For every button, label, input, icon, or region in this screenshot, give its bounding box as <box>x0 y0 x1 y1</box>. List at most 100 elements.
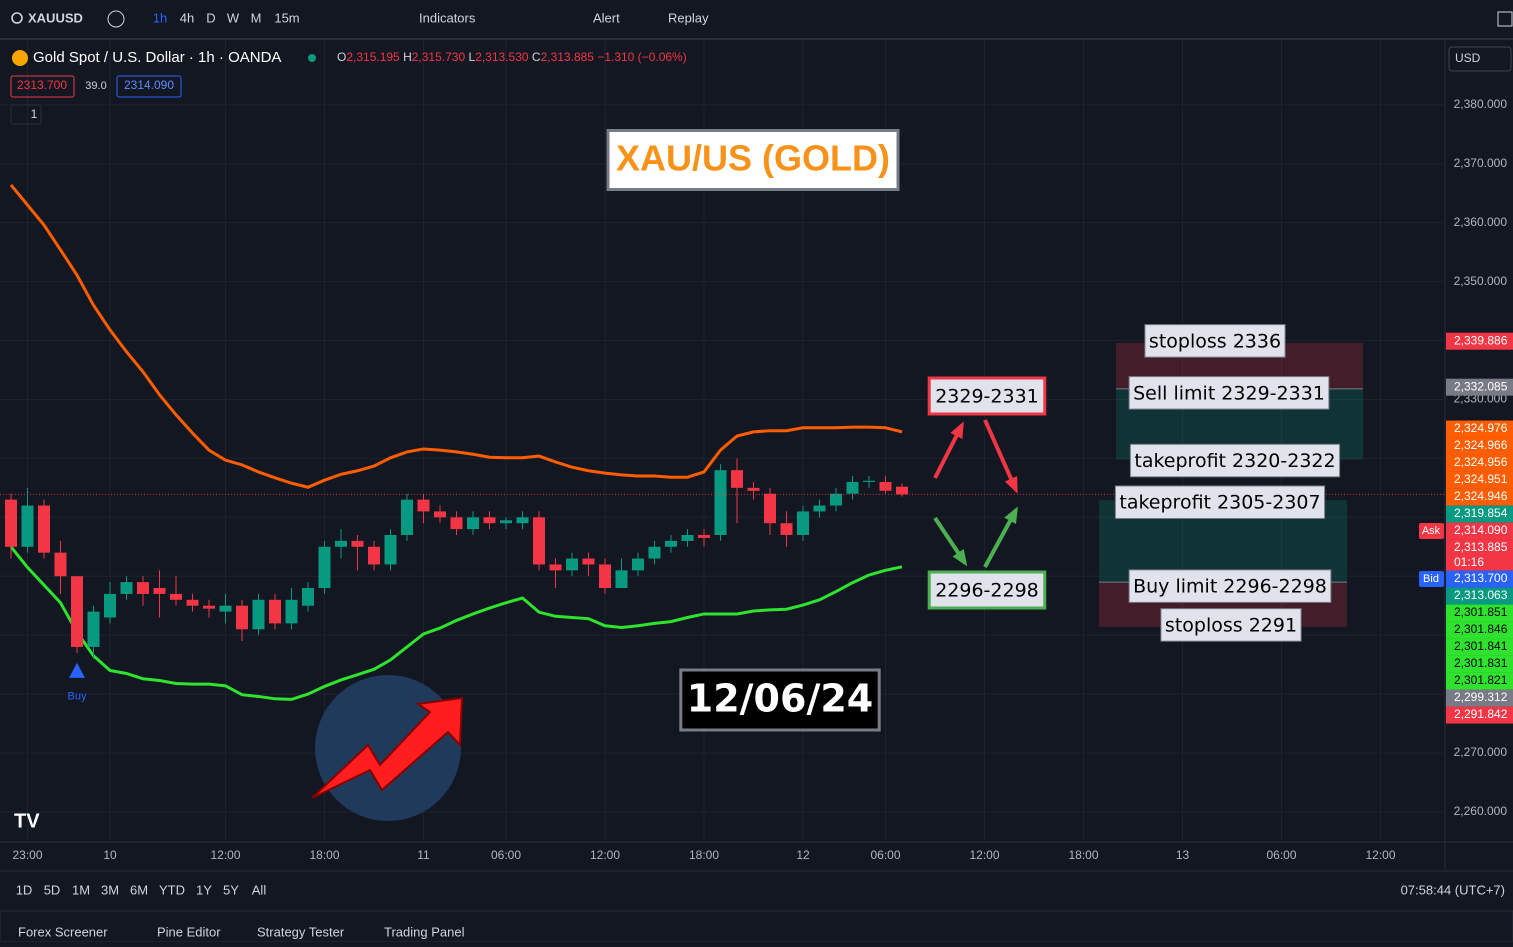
range-button[interactable]: All <box>252 882 267 897</box>
interval-button[interactable]: 1h <box>153 10 167 25</box>
range-button[interactable]: 1Y <box>196 882 212 897</box>
candle-body <box>21 505 34 547</box>
price-tag-label: 2,339.886 <box>1454 333 1508 347</box>
position-label-text: takeprofit 2320-2322 <box>1134 450 1335 472</box>
candle-body <box>285 599 298 624</box>
range-button[interactable]: 1D <box>16 882 33 897</box>
candle-body <box>896 486 908 495</box>
candle-body <box>533 517 545 565</box>
x-tick-label: 12 <box>796 848 810 862</box>
price-tag-prefix: Bid <box>1423 573 1439 585</box>
title-annotation: XAU/US (GOLD) <box>606 129 900 191</box>
indicator-toggle[interactable] <box>10 104 42 125</box>
currency[interactable]: USD <box>1455 51 1481 65</box>
sell-price[interactable]: 2313.700 <box>17 78 67 92</box>
ohlc-value: 2,315.730 <box>412 50 466 64</box>
candle-body <box>186 599 199 606</box>
compare-button[interactable] <box>107 10 125 28</box>
fullscreen-button[interactable] <box>1497 11 1513 27</box>
x-tick-label: 18:00 <box>1068 848 1098 862</box>
bottom-tab[interactable]: Forex Screener <box>18 924 108 939</box>
position-label-text: stoploss 2291 <box>1165 614 1297 636</box>
interval-button[interactable]: M <box>251 10 262 25</box>
price-tag-label: 2,332.085 <box>1454 379 1508 393</box>
candle-body <box>417 499 430 512</box>
price-tag-label: 2,313.063 <box>1454 588 1508 602</box>
price-tag-prefix-box <box>1419 523 1444 540</box>
candle-body <box>813 505 826 512</box>
alert-button[interactable]: Alert <box>593 10 620 25</box>
title-annotation-text: XAU/US (GOLD) <box>616 138 890 179</box>
zone-annotation-box <box>927 570 1047 610</box>
zone-annotation-box <box>927 376 1047 416</box>
price-countdown: 01:16 <box>1454 555 1484 569</box>
tab-bar <box>0 910 1513 943</box>
signal-label: Buy <box>68 691 87 703</box>
buy-price[interactable]: 2314.090 <box>124 78 174 92</box>
position-label-box <box>1128 376 1330 410</box>
price-tag-label: 2,301.841 <box>1454 639 1508 653</box>
candle-body <box>780 523 793 535</box>
interval-button[interactable]: 15m <box>274 10 299 25</box>
interval-button[interactable]: W <box>227 10 240 25</box>
ohlc-key: L <box>468 50 475 64</box>
buy-button[interactable] <box>116 75 182 98</box>
candle-body <box>500 520 512 524</box>
x-tick-label: 23:00 <box>12 848 42 862</box>
title-annotation-box <box>606 129 900 191</box>
sell-button[interactable] <box>10 75 75 98</box>
x-tick-label: 11 <box>417 848 430 862</box>
date-annotation-text: 12/06/24 <box>687 677 873 721</box>
price-tag <box>1446 378 1513 396</box>
x-tick-label: 06:00 <box>1266 848 1296 862</box>
symbol[interactable]: XAUUSD <box>28 10 83 25</box>
position-label-box <box>1128 569 1332 603</box>
position-label-box <box>1114 485 1326 519</box>
x-tick-label: 06:00 <box>491 848 521 862</box>
currency-select[interactable] <box>1448 46 1512 72</box>
indicators-button[interactable]: Indicators <box>419 10 476 25</box>
ohlc-key: C <box>532 50 541 64</box>
range-button[interactable]: 5Y <box>223 882 239 897</box>
bottom-tab[interactable]: Trading Panel <box>384 924 465 939</box>
interval-button[interactable]: D <box>206 10 215 25</box>
logo-circle <box>315 675 461 821</box>
range-button[interactable]: 3M <box>101 882 119 897</box>
band-line <box>9 545 903 701</box>
position-label: Buy limit 2296-2298 <box>1128 569 1332 603</box>
search-icon[interactable] <box>11 12 23 24</box>
date-annotation: 12/06/24 <box>679 668 881 732</box>
bottom-tab[interactable]: Strategy Tester <box>257 924 345 939</box>
range-button[interactable]: 1M <box>72 882 90 897</box>
band-line <box>9 184 903 489</box>
indicator-count[interactable]: 1 <box>31 107 38 121</box>
position-label-text: Buy limit 2296-2298 <box>1133 576 1327 598</box>
position-label-box <box>1129 443 1341 478</box>
candle-body <box>87 611 100 647</box>
range-button[interactable]: 6M <box>130 882 148 897</box>
range-button[interactable]: YTD <box>159 882 185 897</box>
candle-body <box>582 558 595 565</box>
candle-body <box>483 517 496 524</box>
logo-arrow <box>311 696 464 799</box>
price-tag <box>1446 420 1513 438</box>
candle-body <box>863 480 875 482</box>
zone-annotation-text: 2296-2298 <box>935 580 1039 602</box>
ui: XAUUSD Indicators Alert Replay Gold Spot… <box>10 10 1513 939</box>
market-status <box>308 54 316 62</box>
ohlc-value: 2,313.885 <box>541 50 595 64</box>
price-tag-label: 2,313.885 <box>1454 540 1508 554</box>
interval-button[interactable]: 4h <box>180 10 194 25</box>
bottom-tab[interactable]: Pine Editor <box>157 924 221 939</box>
range-button[interactable]: 5D <box>44 882 61 897</box>
legend-title: Gold Spot / U.S. Dollar · 1h · OANDA <box>33 49 281 66</box>
price-tag <box>1446 638 1513 656</box>
candle-body <box>351 540 364 547</box>
candle-body <box>467 517 479 530</box>
plot: Buy stoploss 2336 Sell limit 2329-2331 take… <box>0 129 1445 821</box>
change: −1.310 (−0.06%) <box>597 50 686 64</box>
replay-button[interactable]: Replay <box>668 10 709 25</box>
candle-body <box>302 588 314 606</box>
clock: 07:58:44 (UTC+7) <box>1401 882 1505 897</box>
